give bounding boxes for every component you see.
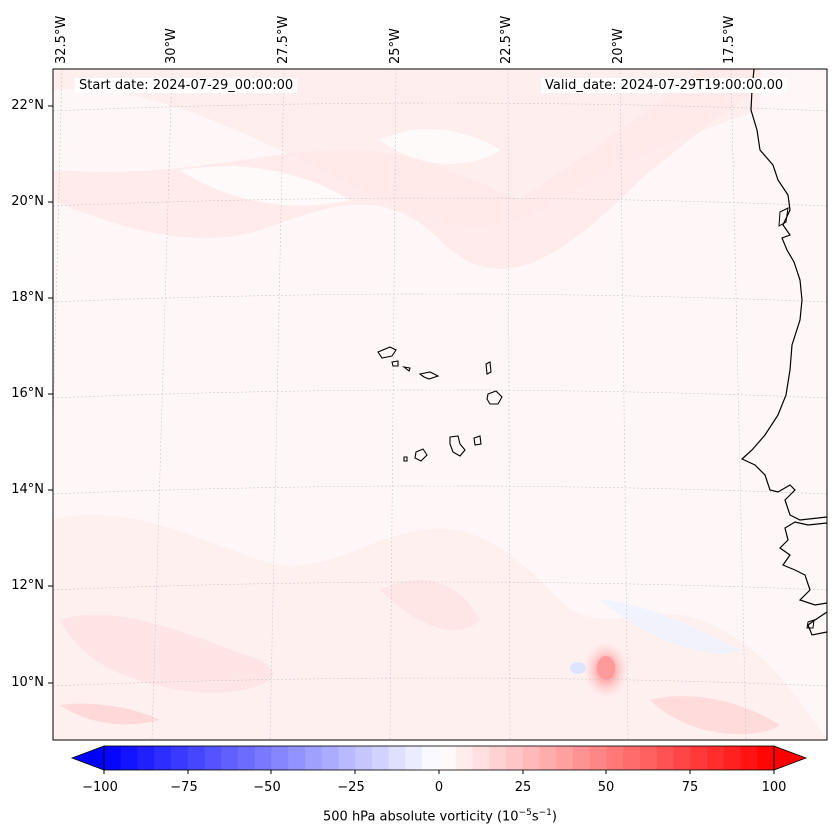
colorbar-step (740, 746, 758, 770)
colorbar-step (573, 746, 591, 770)
lon-label-20w: 20°W (611, 28, 626, 64)
colorbar-tick: 75 (681, 780, 699, 795)
colorbar-step (439, 746, 457, 770)
colorbar-step (204, 746, 222, 770)
lat-label-16n: 16°N (11, 386, 44, 401)
colorbar-step (673, 746, 691, 770)
colorbar-step (606, 746, 624, 770)
lat-label-20n: 20°N (11, 194, 44, 209)
colorbar-step (539, 746, 557, 770)
colorbar-step (556, 746, 574, 770)
lon-label-27-5w: 27.5°W (276, 15, 291, 64)
colorbar-step (640, 746, 658, 770)
start-date-text: Start date: 2024-07-29_00:00:00 (75, 78, 298, 93)
colorbar-tick: −75 (170, 780, 198, 795)
lon-label-25w: 25°W (388, 28, 403, 64)
cape-verde-islands (377, 346, 503, 462)
colorbar-step (221, 746, 239, 770)
lat-label-10n: 10°N (11, 675, 44, 690)
colorbar-step (522, 746, 540, 770)
colorbar-step (723, 746, 741, 770)
colorbar-step (120, 746, 138, 770)
colorbar-step (372, 746, 390, 770)
lat-label-12n: 12°N (11, 578, 44, 593)
colorbar-step (690, 746, 708, 770)
lon-label-22-5w: 22.5°W (499, 15, 514, 64)
colorbar-step (472, 746, 490, 770)
colorbar-tick: 50 (597, 780, 615, 795)
lon-label-17-5w: 17.5°W (722, 15, 737, 64)
colorbar-label: 500 hPa absolute vorticity (10−5s−1) (323, 808, 557, 825)
colorbar-step (656, 746, 674, 770)
map-frame (52, 68, 828, 741)
lon-label-30w: 30°W (164, 28, 179, 64)
colorbar-step (271, 746, 289, 770)
colorbar-step (187, 746, 205, 770)
lat-label-18n: 18°N (11, 290, 44, 305)
colorbar-tick: 0 (434, 780, 444, 795)
colorbar-step (254, 746, 272, 770)
colorbar-tick: −25 (337, 780, 365, 795)
colorbar-step (355, 746, 373, 770)
colorbar-step (707, 746, 725, 770)
colorbar-step (104, 746, 122, 770)
colorbar-tick: 25 (514, 780, 532, 795)
valid-date-text: Valid_date: 2024-07-29T19:00:00.00 (541, 78, 788, 93)
colorbar-step (506, 746, 524, 770)
colorbar-step (321, 746, 339, 770)
colorbar-step (589, 746, 607, 770)
colorbar-step (338, 746, 356, 770)
colorbar-step (154, 746, 172, 770)
colorbar-step (238, 746, 256, 770)
colorbar-step (388, 746, 406, 770)
colorbar-step (288, 746, 306, 770)
colorbar-tick: −100 (82, 780, 118, 795)
colorbar-step (623, 746, 641, 770)
colorbar-step (305, 746, 323, 770)
colorbar-step (171, 746, 189, 770)
colorbar-step (137, 746, 155, 770)
colorbar-tick: 100 (761, 780, 787, 795)
vorticity-field (53, 69, 827, 740)
lat-label-14n: 14°N (11, 482, 44, 497)
lon-label-32-5w: 32.5°W (54, 15, 69, 64)
colorbar-step (405, 746, 423, 770)
lat-label-22n: 22°N (11, 98, 44, 113)
colorbar-tick: −50 (253, 780, 281, 795)
colorbar-step (489, 746, 507, 770)
colorbar-step (422, 746, 440, 770)
colorbar (70, 745, 808, 774)
colorbar-step (455, 746, 473, 770)
colorbar-step (757, 746, 775, 770)
